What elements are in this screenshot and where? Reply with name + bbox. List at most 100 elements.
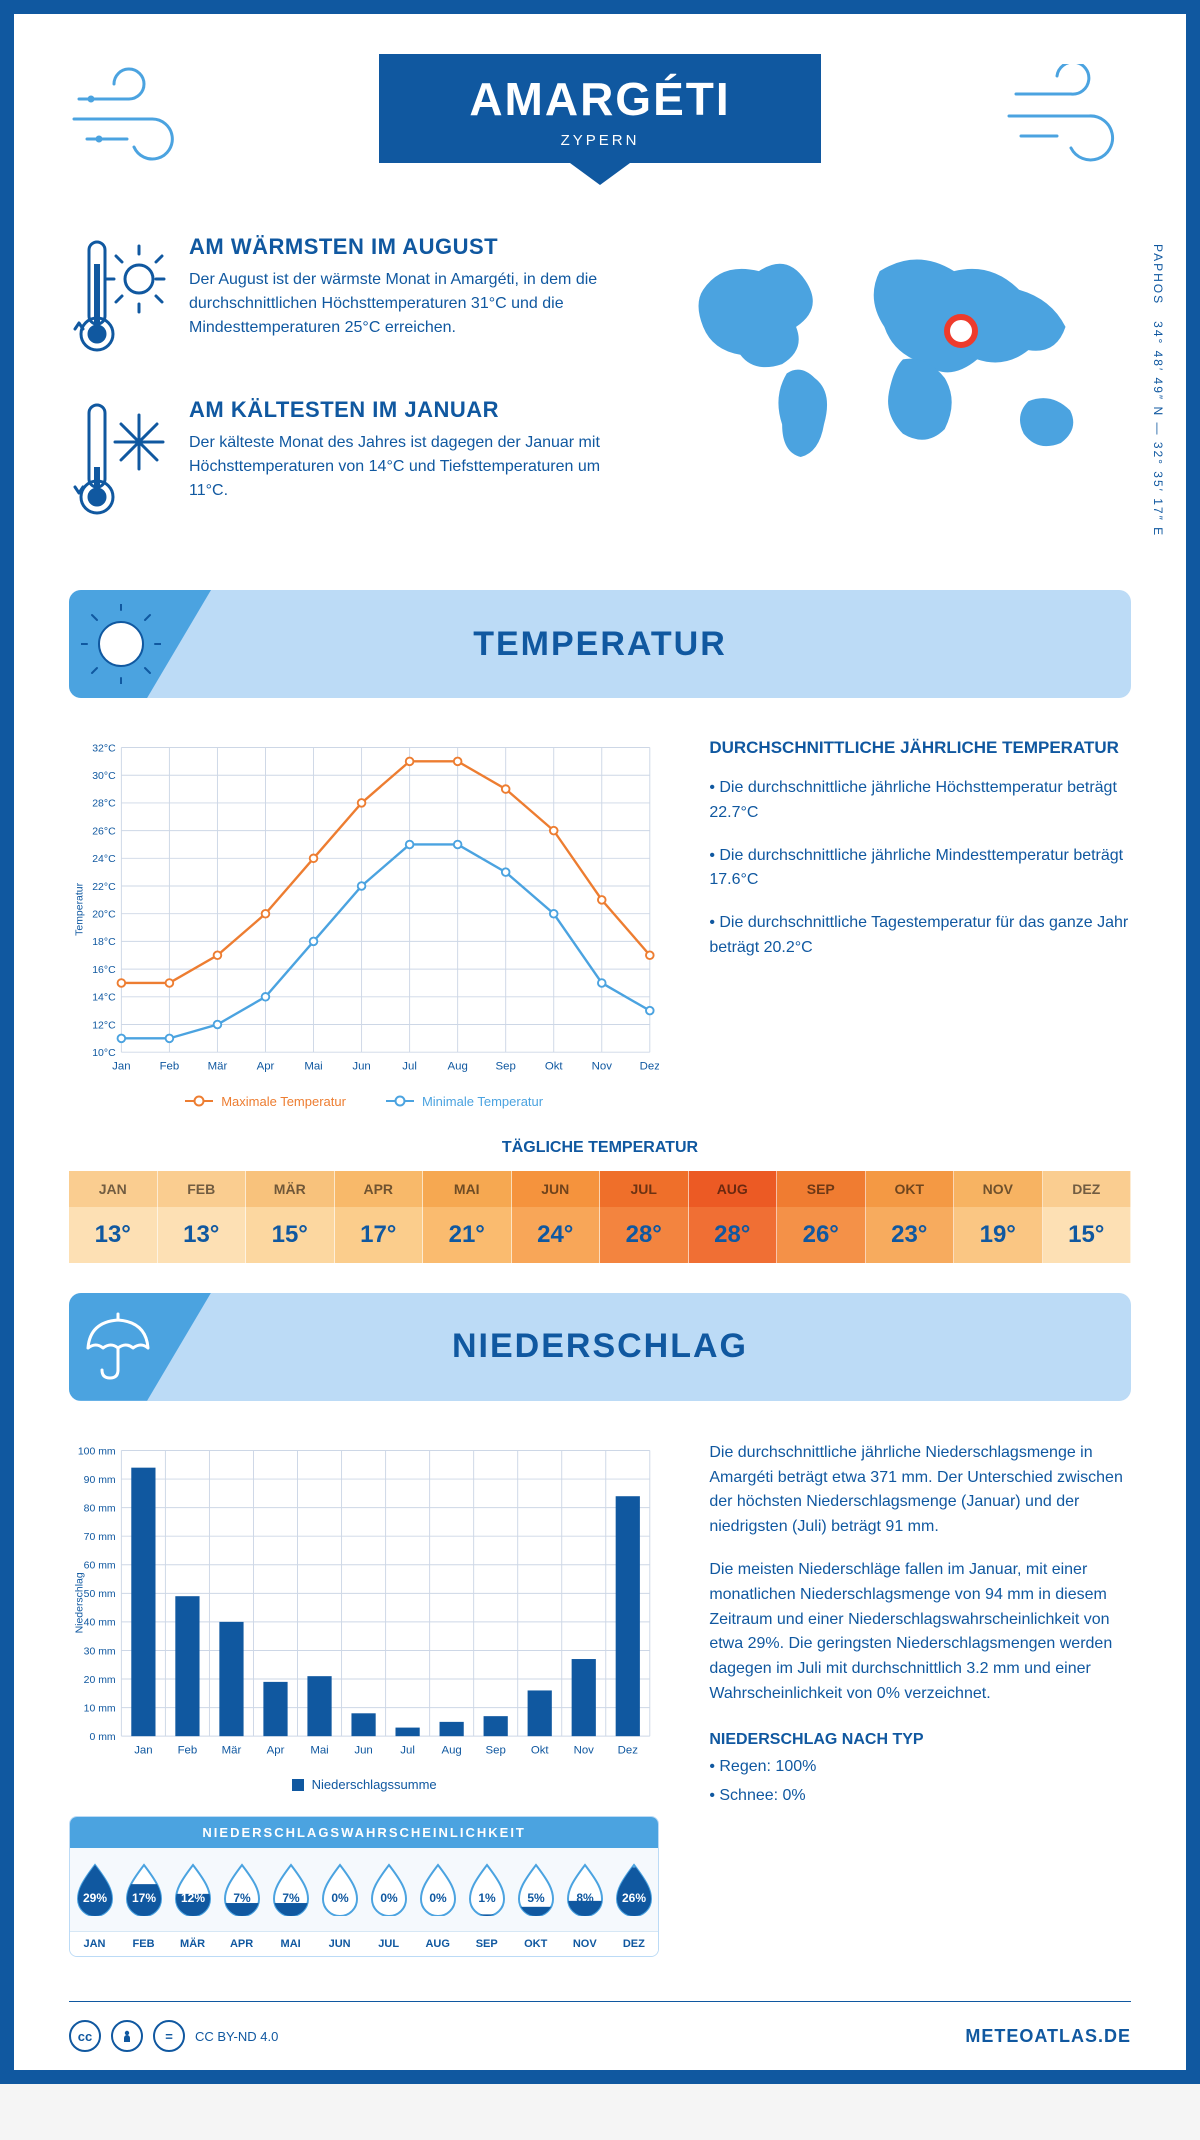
coldest-text: Der kälteste Monat des Jahres ist dagege… [189, 431, 626, 503]
daily-temp: TÄGLICHE TEMPERATUR JANFEBMÄRAPRMAIJUNJU… [69, 1139, 1131, 1263]
svg-text:24°C: 24°C [92, 854, 116, 865]
precip-type-1: • Schnee: 0% [709, 1784, 1131, 1809]
drop: 0% [315, 1862, 364, 1921]
svg-text:18°C: 18°C [92, 937, 116, 948]
drop-month: FEB [119, 1931, 168, 1956]
prob-title: NIEDERSCHLAGSWAHRSCHEINLICHKEIT [70, 1817, 658, 1848]
drop-month: AUG [413, 1931, 462, 1956]
daily-month: JUL [600, 1171, 689, 1207]
avg-bullet-0: • Die durchschnittliche jährliche Höchst… [709, 776, 1131, 826]
svg-text:90 mm: 90 mm [84, 1475, 116, 1486]
svg-text:1%: 1% [478, 1891, 496, 1905]
svg-text:Jan: Jan [112, 1060, 130, 1072]
daily-value: 15° [246, 1207, 335, 1263]
svg-text:14°C: 14°C [92, 993, 116, 1004]
nd-icon: = [153, 2020, 185, 2052]
precip-type-title: NIEDERSCHLAG NACH TYP [709, 1731, 1131, 1749]
svg-text:Okt: Okt [531, 1744, 550, 1756]
svg-text:Mai: Mai [304, 1060, 322, 1072]
coldest-title: AM KÄLTESTEN IM JANUAR [189, 397, 626, 423]
drop-month: OKT [511, 1931, 560, 1956]
footer: cc = CC BY-ND 4.0 METEOATLAS.DE [69, 2001, 1131, 2070]
drop: 29% [70, 1862, 119, 1921]
daily-value: 28° [689, 1207, 778, 1263]
svg-text:Sep: Sep [496, 1060, 516, 1072]
daily-month: OKT [866, 1171, 955, 1207]
svg-text:10 mm: 10 mm [84, 1703, 116, 1714]
by-icon [111, 2020, 143, 2052]
drop: 0% [413, 1862, 462, 1921]
svg-text:0%: 0% [331, 1891, 349, 1905]
umbrella-icon [69, 1293, 211, 1401]
svg-text:Aug: Aug [447, 1060, 467, 1072]
svg-text:7%: 7% [233, 1891, 251, 1905]
license: cc = CC BY-ND 4.0 [69, 2020, 278, 2052]
precip-type-0: • Regen: 100% [709, 1755, 1131, 1780]
svg-text:Okt: Okt [545, 1060, 564, 1072]
svg-text:60 mm: 60 mm [84, 1560, 116, 1571]
svg-text:Nov: Nov [574, 1744, 595, 1756]
avg-bullet-1: • Die durchschnittliche jährliche Mindes… [709, 844, 1131, 894]
svg-text:16°C: 16°C [92, 965, 116, 976]
svg-text:30 mm: 30 mm [84, 1646, 116, 1657]
svg-text:28°C: 28°C [92, 799, 116, 810]
sun-icon [69, 590, 211, 698]
svg-text:26%: 26% [622, 1891, 646, 1905]
svg-text:Mär: Mär [222, 1744, 242, 1756]
header: AMARGÉTI ZYPERN [69, 54, 1131, 214]
daily-value: 28° [600, 1207, 689, 1263]
daily-month: AUG [689, 1171, 778, 1207]
thermometer-cold-icon [69, 397, 169, 532]
daily-month: MÄR [246, 1171, 335, 1207]
daily-month: MAI [423, 1171, 512, 1207]
svg-text:30°C: 30°C [92, 771, 116, 782]
svg-text:12%: 12% [181, 1891, 205, 1905]
daily-value: 24° [512, 1207, 601, 1263]
daily-value: 13° [158, 1207, 247, 1263]
warmest-title: AM WÄRMSTEN IM AUGUST [189, 234, 626, 260]
drop: 17% [119, 1862, 168, 1921]
section-title-precip: NIEDERSCHLAG [452, 1327, 748, 1366]
svg-text:0%: 0% [380, 1891, 398, 1905]
svg-text:Dez: Dez [618, 1744, 639, 1756]
legend-max: Maximale Temperatur [221, 1094, 346, 1109]
svg-text:29%: 29% [82, 1891, 106, 1905]
svg-text:100 mm: 100 mm [78, 1446, 116, 1457]
svg-text:Feb: Feb [160, 1060, 180, 1072]
svg-text:Jun: Jun [352, 1060, 370, 1072]
svg-text:26°C: 26°C [92, 826, 116, 837]
page-title: AMARGÉTI [469, 72, 730, 126]
svg-text:Sep: Sep [486, 1744, 506, 1756]
svg-text:Mär: Mär [208, 1060, 228, 1072]
drop: 26% [609, 1862, 658, 1921]
drop: 7% [266, 1862, 315, 1921]
svg-text:5%: 5% [527, 1891, 545, 1905]
page: AMARGÉTI ZYPERN [0, 0, 1200, 2084]
avg-bullet-2: • Die durchschnittliche Tagestemperatur … [709, 911, 1131, 961]
section-title-temp: TEMPERATUR [473, 625, 727, 664]
daily-month: SEP [777, 1171, 866, 1207]
daily-value: 17° [335, 1207, 424, 1263]
cc-icon: cc [69, 2020, 101, 2052]
svg-text:8%: 8% [576, 1891, 594, 1905]
svg-text:0 mm: 0 mm [89, 1732, 115, 1743]
thermometer-hot-icon [69, 234, 169, 369]
daily-month: JAN [69, 1171, 158, 1207]
svg-text:7%: 7% [282, 1891, 300, 1905]
warmest-block: AM WÄRMSTEN IM AUGUST Der August ist der… [69, 234, 626, 369]
coldest-block: AM KÄLTESTEN IM JANUAR Der kälteste Mona… [69, 397, 626, 532]
temperature-chart: 10°C12°C14°C16°C18°C20°C22°C24°C26°C28°C… [69, 738, 659, 1081]
svg-text:32°C: 32°C [92, 743, 116, 754]
svg-text:17%: 17% [132, 1891, 156, 1905]
page-subtitle: ZYPERN [469, 132, 730, 149]
daily-month: DEZ [1043, 1171, 1132, 1207]
temp-legend: Maximale Temperatur Minimale Temperatur [69, 1094, 659, 1109]
svg-text:Apr: Apr [257, 1060, 275, 1072]
svg-text:10°C: 10°C [92, 1048, 116, 1059]
svg-text:Niederschlag: Niederschlag [74, 1572, 85, 1633]
svg-text:Nov: Nov [592, 1060, 613, 1072]
svg-text:80 mm: 80 mm [84, 1503, 116, 1514]
svg-text:Mai: Mai [310, 1744, 328, 1756]
svg-text:50 mm: 50 mm [84, 1589, 116, 1600]
svg-text:22°C: 22°C [92, 882, 116, 893]
